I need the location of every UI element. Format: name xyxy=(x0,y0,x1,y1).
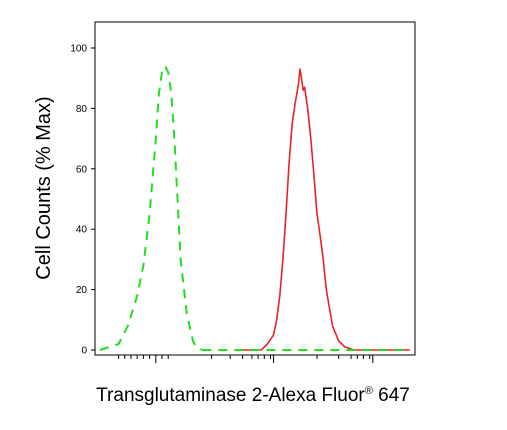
y-tick-label-80: 80 xyxy=(76,104,88,115)
x-axis-title: Transglutaminase 2-Alexa Fluor® 647 xyxy=(96,385,410,406)
series-line-0 xyxy=(99,65,203,351)
x-axis-title-suffix: 647 xyxy=(373,385,410,406)
y-tick-label-40: 40 xyxy=(76,225,88,236)
y-tick-label-60: 60 xyxy=(76,164,88,175)
y-tick-label-100: 100 xyxy=(70,44,87,55)
y-tick-label-0: 0 xyxy=(81,346,87,357)
x-axis xyxy=(118,355,374,363)
series-layer xyxy=(99,65,410,351)
plot-frame xyxy=(94,21,416,356)
y-tick-label-20: 20 xyxy=(76,285,88,296)
x-axis-title-main: Transglutaminase 2-Alexa Fluor xyxy=(96,385,365,406)
series-line-1 xyxy=(260,68,355,351)
y-axis: 0 20 40 60 80 100 xyxy=(70,44,95,357)
y-axis-title: Cell Counts (% Max) xyxy=(33,96,55,279)
x-axis-title-superscript: ® xyxy=(365,385,373,397)
